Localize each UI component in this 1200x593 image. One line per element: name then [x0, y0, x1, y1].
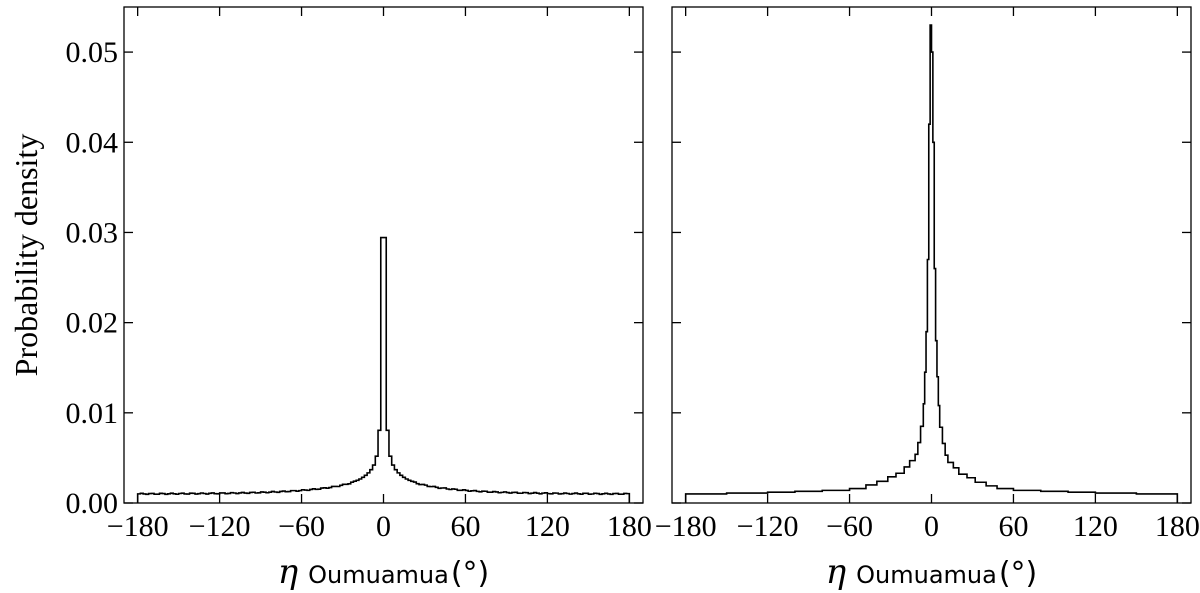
x-tick-label: −120	[737, 510, 799, 543]
y-tick-label: 0.00	[66, 487, 119, 520]
y-tick-label: 0.02	[66, 307, 119, 340]
x-axis-unit: (°)	[451, 556, 489, 591]
x-tick-label: −180	[107, 510, 169, 543]
plot-frame	[123, 6, 644, 504]
y-tick-label: 0.05	[66, 36, 119, 69]
x-tick-label: 0	[924, 510, 939, 543]
x-tick-label: −120	[189, 510, 251, 543]
plot-frame	[671, 6, 1192, 504]
x-tick-label: 60	[998, 510, 1028, 543]
x-axis-title: η Oumuamua(°)	[826, 552, 1038, 592]
x-axis-symbol: η	[278, 552, 299, 592]
x-axis-symbol: η	[826, 552, 847, 592]
left-histogram-panel: −180 −120 −60 0 60 120 180 0.00 0.01 0.02 0.03 0.04…	[8, 6, 652, 592]
x-tick-label: 120	[1073, 510, 1118, 543]
x-tick-label: −60	[826, 510, 873, 543]
x-tick-label: 180	[607, 510, 652, 543]
histogram-step-line	[136, 236, 631, 503]
x-tick-label: −60	[278, 510, 325, 543]
x-tick-label: 180	[1155, 510, 1200, 543]
y-tick-label: 0.03	[66, 216, 119, 249]
x-axis-subscript: Oumuamua	[856, 561, 997, 589]
y-axis-title: Probability density	[8, 134, 44, 377]
x-axis-subscript: Oumuamua	[308, 561, 449, 589]
x-tick-label: 60	[450, 510, 480, 543]
y-tick-label: 0.04	[66, 126, 119, 159]
x-axis-unit: (°)	[999, 556, 1037, 591]
histogram-step-line	[684, 24, 1179, 503]
x-tick-label: 120	[525, 510, 570, 543]
y-tick-label: 0.01	[66, 397, 119, 430]
right-histogram-panel: −180 −120 −60 0 60 120 180 η Oumuamua(°)	[655, 6, 1200, 592]
x-tick-label: −180	[655, 510, 717, 543]
x-axis-title: η Oumuamua(°)	[278, 552, 490, 592]
x-tick-label: 0	[376, 510, 391, 543]
